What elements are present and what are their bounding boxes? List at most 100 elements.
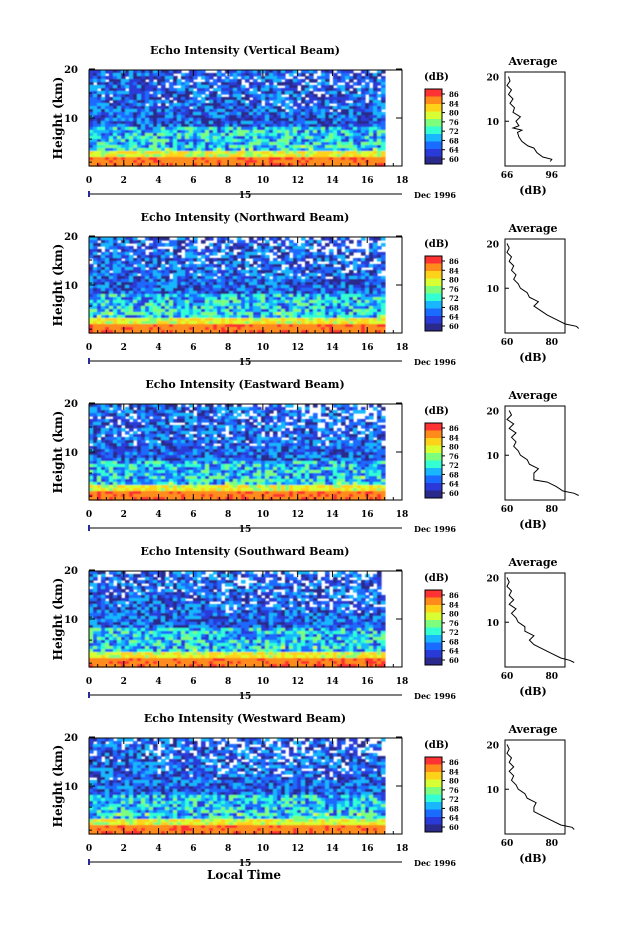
heatmap-cell xyxy=(213,115,218,119)
heatmap-cell xyxy=(349,112,354,116)
heatmap-cell xyxy=(293,151,298,155)
heatmap-cell xyxy=(361,163,366,167)
heatmap-cell xyxy=(337,151,342,155)
heatmap-cell xyxy=(181,425,186,429)
heatmap-cell xyxy=(317,258,322,262)
heatmap-cell xyxy=(221,148,226,152)
heatmap-cell xyxy=(325,318,330,322)
heatmap-cell xyxy=(113,309,118,313)
heatmap-cell xyxy=(261,243,266,247)
heatmap-cell xyxy=(329,282,334,286)
heatmap-cell xyxy=(177,127,182,131)
heatmap-cell xyxy=(93,88,98,92)
heatmap-cell xyxy=(169,88,174,92)
heatmap-cell xyxy=(353,327,358,331)
heatmap-cell xyxy=(377,285,382,289)
heatmap-cell xyxy=(141,115,146,119)
heatmap-cell xyxy=(349,76,354,80)
heatmap-cell xyxy=(277,294,282,298)
heatmap-cell xyxy=(309,73,314,77)
heatmap-cell xyxy=(237,303,242,307)
heatmap-cell xyxy=(309,246,314,250)
heatmap-cell xyxy=(273,258,278,262)
heatmap-cell xyxy=(161,160,166,164)
heatmap-cell xyxy=(365,118,370,122)
heatmap-cell xyxy=(257,300,262,304)
heatmap-cell xyxy=(221,300,226,304)
heatmap-cell xyxy=(201,85,206,89)
heatmap-cell xyxy=(277,276,282,280)
heatmap-cell xyxy=(157,324,162,328)
heatmap-cell xyxy=(369,252,374,256)
heatmap-cell xyxy=(221,237,226,241)
heatmap-cell xyxy=(169,139,174,143)
heatmap-cell xyxy=(165,279,170,283)
heatmap-cell xyxy=(113,422,118,426)
heatmap-cell xyxy=(357,112,362,116)
heatmap-cell xyxy=(149,419,154,423)
heatmap-cell xyxy=(113,407,118,411)
heatmap-cell xyxy=(265,130,270,134)
heatmap-cell xyxy=(93,270,98,274)
heatmap-cell xyxy=(157,100,162,104)
heatmap-cell xyxy=(121,97,126,101)
heatmap-cell xyxy=(209,91,214,95)
heatmap-cell xyxy=(305,273,310,277)
heatmap-cell xyxy=(365,258,370,262)
heatmap-cell xyxy=(89,255,94,259)
heatmap-cell xyxy=(197,115,202,119)
heatmap-cell xyxy=(269,106,274,110)
heatmap-cell xyxy=(245,97,250,101)
heatmap-cell xyxy=(257,88,262,92)
heatmap-cell xyxy=(217,276,222,280)
heatmap-cell xyxy=(325,73,330,77)
heatmap-cell xyxy=(101,157,106,161)
heatmap-cell xyxy=(301,109,306,113)
heatmap-cell xyxy=(381,115,386,119)
heatmap-cell xyxy=(117,252,122,256)
heatmap-cell xyxy=(121,85,126,89)
heatmap-cell xyxy=(317,103,322,107)
heatmap-cell xyxy=(225,416,230,420)
heatmap-cell xyxy=(305,297,310,301)
average-profile-line xyxy=(506,76,553,162)
heatmap-cell xyxy=(101,136,106,140)
heatmap-cell xyxy=(381,97,386,101)
x-tick-label: 14 xyxy=(326,176,339,186)
heatmap-cell xyxy=(217,142,222,146)
heatmap-cell xyxy=(89,94,94,98)
heatmap-cell xyxy=(257,124,262,128)
heatmap-cell xyxy=(129,324,134,328)
heatmap-cell xyxy=(293,267,298,271)
heatmap-cell xyxy=(109,139,114,143)
heatmap-cell xyxy=(349,79,354,83)
heatmap-cell xyxy=(201,273,206,277)
heatmap-cell xyxy=(289,330,294,334)
heatmap-cell xyxy=(101,404,106,408)
heatmap-cell xyxy=(197,419,202,423)
heatmap-cell xyxy=(245,88,250,92)
heatmap-cell xyxy=(361,79,366,83)
heatmap-cell xyxy=(261,276,266,280)
heatmap-cell xyxy=(193,94,198,98)
heatmap-cell xyxy=(349,139,354,143)
heatmap-cell xyxy=(117,94,122,98)
heatmap-cell xyxy=(313,425,318,429)
heatmap-cell xyxy=(173,163,178,167)
heatmap-cell xyxy=(161,330,166,334)
x-tick-label: 8 xyxy=(225,343,231,353)
heatmap-cell xyxy=(113,130,118,134)
heatmap-cell xyxy=(229,279,234,283)
x-tick-label: 12 xyxy=(291,176,304,186)
heatmap-cell xyxy=(241,97,246,101)
heatmap-cell xyxy=(329,133,334,137)
heatmap-cell xyxy=(117,324,122,328)
heatmap-cell xyxy=(361,76,366,80)
heatmap-cell xyxy=(93,148,98,152)
heatmap-cell xyxy=(361,124,366,128)
heatmap-cell xyxy=(249,318,254,322)
heatmap-cell xyxy=(289,118,294,122)
heatmap-cell xyxy=(153,121,158,125)
heatmap-cell xyxy=(165,419,170,423)
heatmap-cell xyxy=(233,100,238,104)
